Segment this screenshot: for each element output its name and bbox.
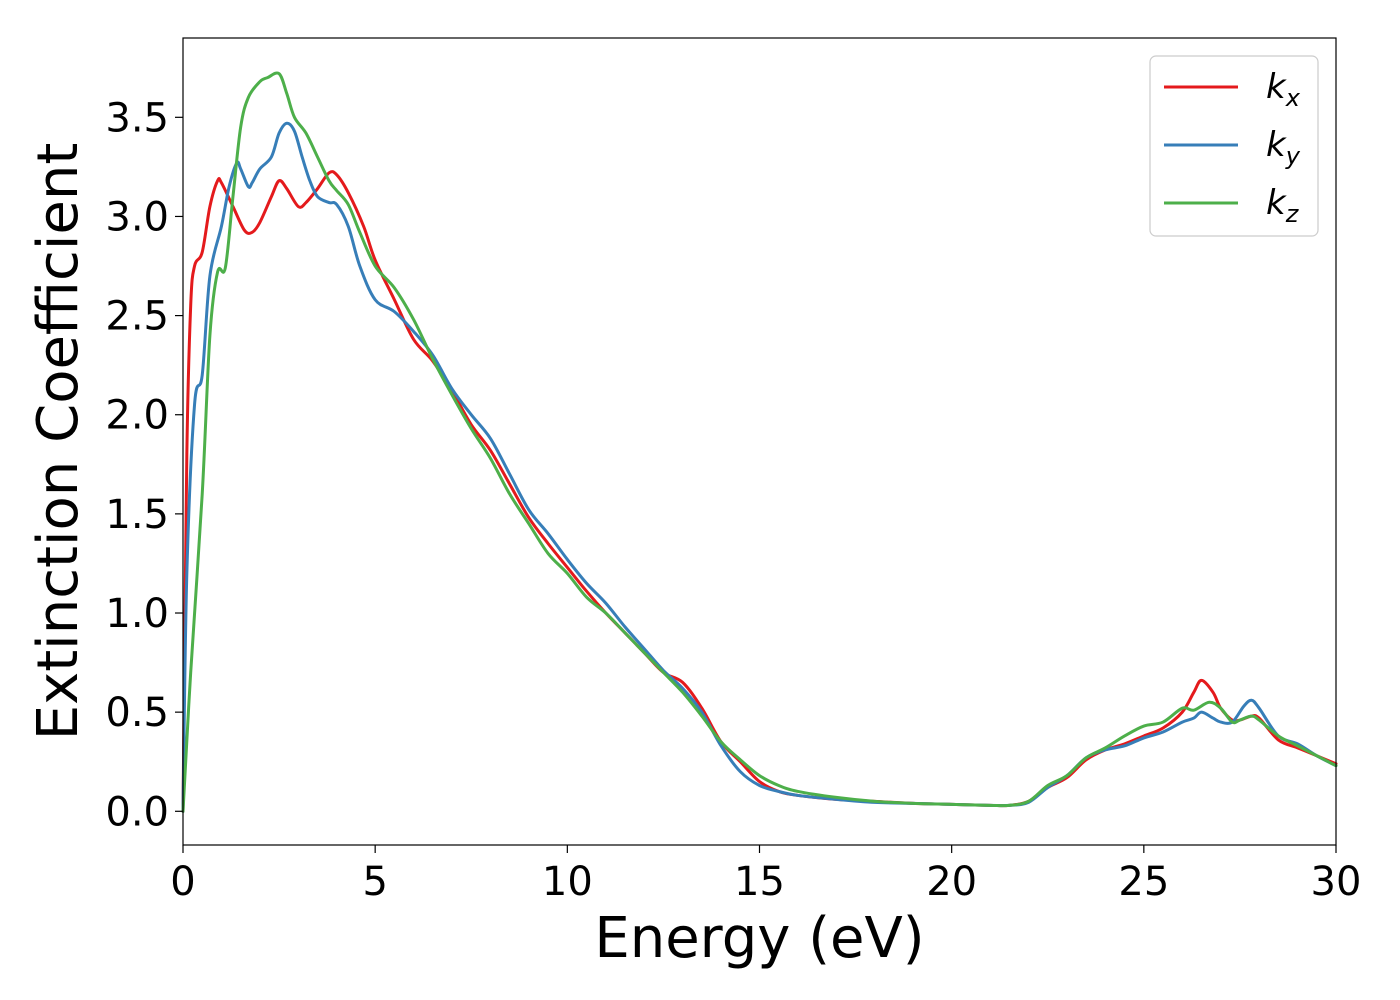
y-tick-label: 0.0 — [105, 789, 169, 835]
y-axis: 0.0 0.5 1.0 1.5 2.0 2.5 3.0 3.5 — [105, 95, 183, 835]
x-tick-label: 30 — [1311, 859, 1362, 905]
legend-label-ky: ky — [1266, 125, 1301, 170]
x-tick-label: 10 — [542, 859, 593, 905]
x-tick-label: 0 — [170, 859, 195, 905]
x-tick-label: 25 — [1118, 859, 1169, 905]
y-tick-label: 0.5 — [105, 690, 169, 736]
y-tick-label: 2.5 — [105, 294, 169, 340]
y-tick-label: 2.0 — [105, 393, 169, 439]
legend: kx ky kz — [1149, 55, 1319, 237]
x-tick-label: 5 — [362, 859, 387, 905]
x-axis: 0 5 10 15 20 25 30 — [170, 845, 1361, 905]
y-tick-label: 3.5 — [105, 95, 169, 141]
y-tick-label: 1.0 — [105, 591, 169, 637]
legend-label-kx: kx — [1266, 67, 1301, 112]
y-tick-label: 3.0 — [105, 194, 169, 240]
legend-label-kz: kz — [1266, 183, 1300, 228]
y-tick-label: 1.5 — [105, 492, 169, 538]
x-tick-label: 15 — [734, 859, 785, 905]
x-tick-label: 20 — [926, 859, 977, 905]
series-layer — [181, 71, 1338, 813]
series-line-kz — [181, 71, 1338, 813]
x-axis-label: Energy (eV) — [594, 906, 924, 971]
series-line-ky — [181, 121, 1338, 813]
y-axis-label: Extinction Coefficient — [26, 143, 91, 741]
